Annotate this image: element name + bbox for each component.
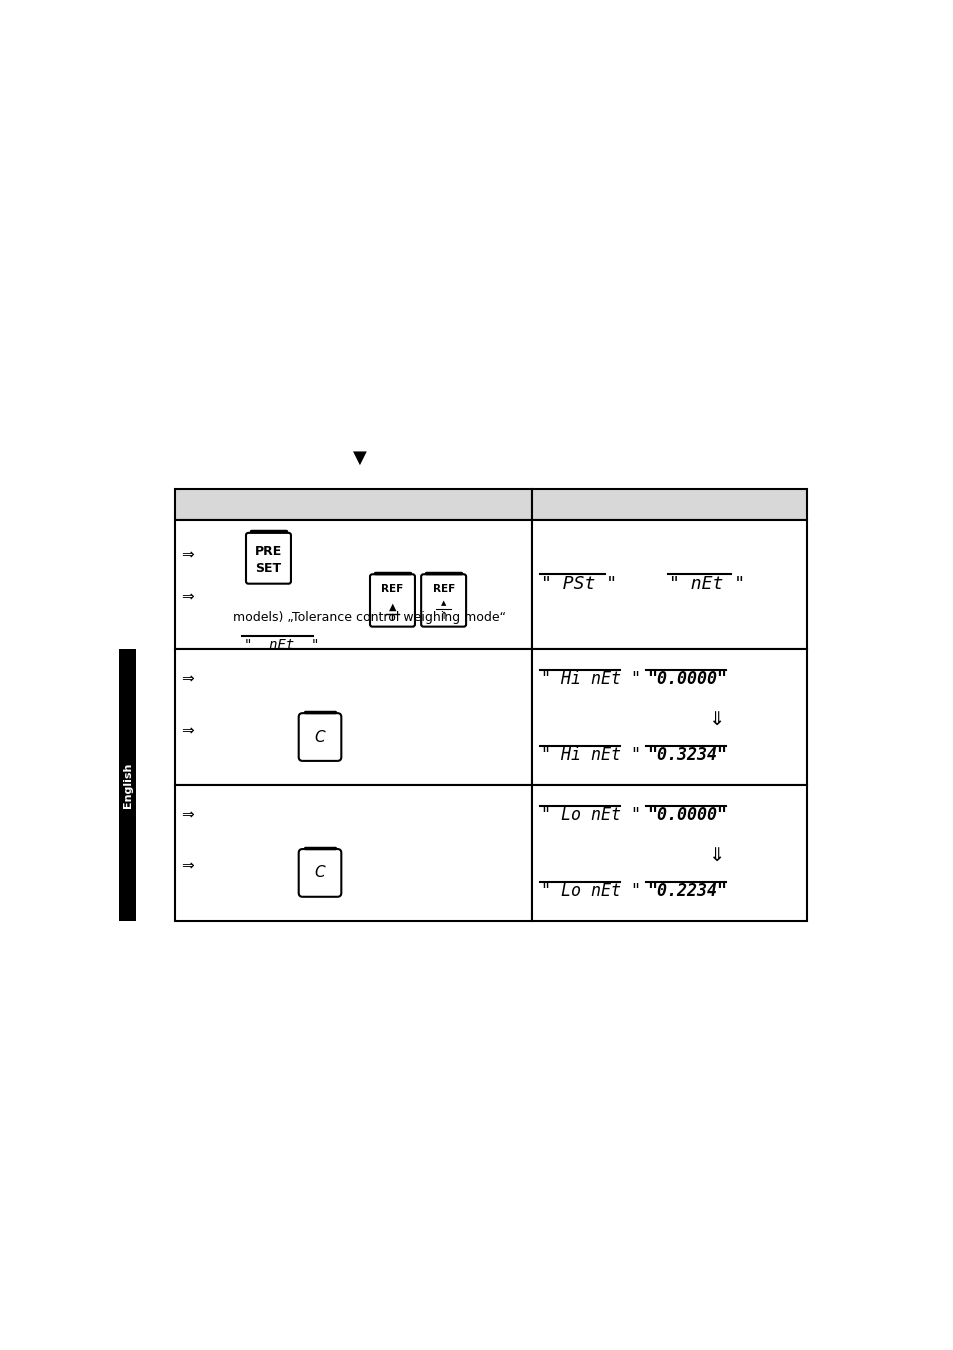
Text: " Hi nEt ": " Hi nEt "	[540, 747, 640, 764]
Text: C: C	[314, 865, 325, 880]
Bar	[532, 649, 806, 784]
Text: "0.3234": "0.3234"	[647, 747, 726, 764]
Text: ▲: ▲	[388, 602, 395, 612]
Text: ⇓: ⇓	[707, 846, 723, 865]
Text: ⇒: ⇒	[181, 807, 193, 822]
Text: REF: REF	[432, 583, 455, 594]
Text: "0.0000": "0.0000"	[647, 806, 726, 824]
Text: SET: SET	[255, 562, 281, 575]
Bar	[119, 649, 136, 921]
Text: ⇒: ⇒	[181, 547, 193, 562]
Text: ▲: ▲	[440, 599, 446, 606]
Text: ⇒: ⇒	[181, 724, 193, 738]
Text: models) „Tolerance control weighing mode“: models) „Tolerance control weighing mode…	[233, 612, 505, 625]
Text: "0.2234": "0.2234"	[647, 882, 726, 900]
Bar	[174, 784, 532, 921]
Bar	[532, 784, 806, 921]
Text: C: C	[314, 729, 325, 744]
FancyBboxPatch shape	[246, 533, 291, 583]
Text: REF: REF	[381, 583, 403, 594]
Text: "0.0000": "0.0000"	[647, 670, 726, 688]
Bar	[532, 520, 806, 649]
Text: ⇒: ⇒	[181, 590, 193, 605]
Text: " Lo nEt ": " Lo nEt "	[540, 882, 640, 900]
FancyBboxPatch shape	[420, 574, 466, 626]
Bar	[174, 490, 532, 520]
Text: ↑: ↑	[439, 610, 447, 621]
Text: English: English	[123, 763, 132, 807]
Text: " Hi nEt ": " Hi nEt "	[540, 670, 640, 688]
Text: ⇓: ⇓	[707, 710, 723, 729]
Bar	[532, 490, 806, 520]
Text: ⇒: ⇒	[181, 671, 193, 686]
Text: "  nEt  ": " nEt "	[244, 639, 319, 652]
FancyBboxPatch shape	[370, 574, 415, 626]
Bar	[174, 649, 532, 784]
Text: PRE: PRE	[254, 545, 282, 558]
Text: " Lo nEt ": " Lo nEt "	[540, 806, 640, 824]
Bar	[174, 520, 532, 649]
Text: ▼: ▼	[353, 448, 366, 466]
Text: ⇒: ⇒	[181, 859, 193, 873]
Text: " nEt ": " nEt "	[669, 575, 744, 594]
FancyBboxPatch shape	[298, 713, 341, 761]
FancyBboxPatch shape	[298, 849, 341, 896]
Text: " PSt ": " PSt "	[540, 575, 617, 594]
